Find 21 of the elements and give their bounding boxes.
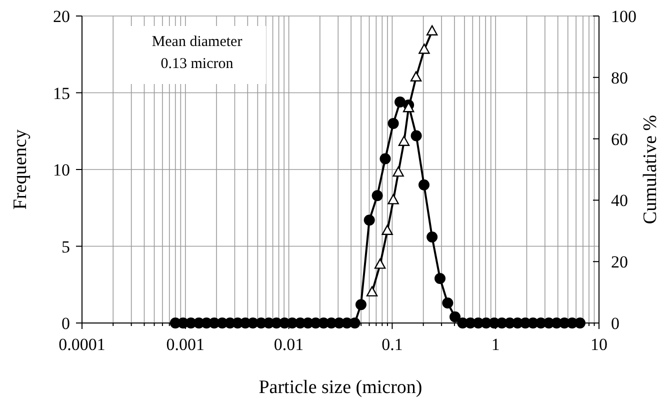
y-tick-label: 10 (53, 160, 70, 180)
y-axis-title: Frequency (10, 128, 31, 210)
y-tick-label: 20 (53, 7, 70, 26)
x-tick-label: 0.0001 (58, 335, 106, 354)
y2-axis-title: Cumulative % (640, 114, 661, 224)
x-tick-label: 10 (590, 335, 608, 354)
y2-tick-label: 40 (611, 191, 628, 210)
x-tick-label: 0.1 (382, 335, 403, 354)
x-tick-label: 0.01 (274, 335, 304, 354)
y-tick-label: 15 (53, 84, 70, 103)
x-axis-title: Particle size (micron) (258, 377, 422, 398)
y2-tick-label: 100 (611, 7, 636, 26)
y-tick-label: 0 (62, 314, 70, 333)
x-tick-label: 1 (491, 335, 500, 354)
y2-tick-label: 0 (611, 314, 620, 333)
y2-tick-label: 80 (611, 68, 628, 88)
y2-tick-label: 20 (611, 252, 628, 272)
y2-tick-label: 60 (611, 130, 628, 149)
y-tick-label: 5 (62, 237, 70, 256)
x-tick-label: 0.001 (166, 335, 205, 354)
annotation: Mean diameter 0.13 micron (152, 34, 242, 72)
